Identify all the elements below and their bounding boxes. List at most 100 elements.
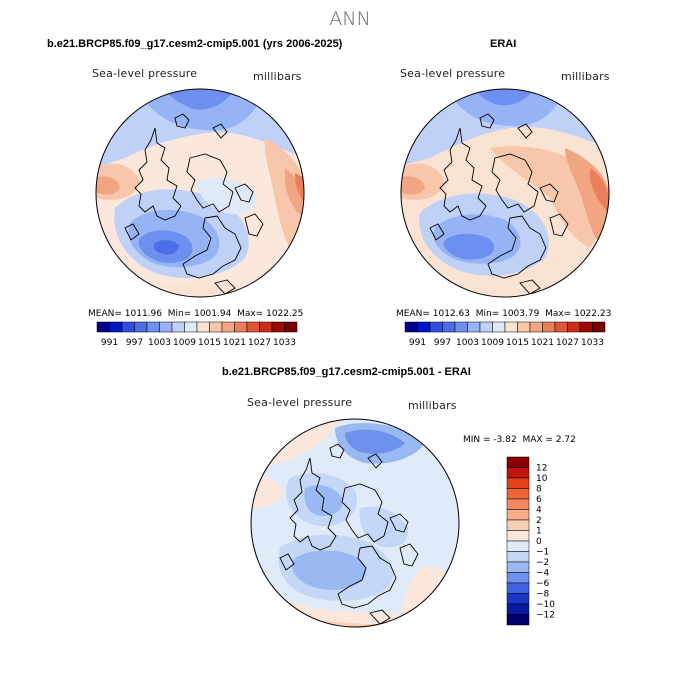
panel-1-min-label: Min= bbox=[167, 309, 192, 319]
colorbar-swatch bbox=[196, 321, 210, 333]
panel-1-title: b.e21.BRCP85.f09_g17.cesm2-cmip5.001 (yr… bbox=[47, 38, 343, 50]
colorbar-swatch bbox=[134, 321, 148, 333]
panel-1-max-label: Max= bbox=[237, 309, 264, 319]
panel-2-min-value: 1003.79 bbox=[502, 309, 540, 319]
colorbar-swatch bbox=[506, 614, 530, 626]
colorbar-swatch bbox=[506, 519, 530, 531]
colorbar-tick-label: 0 bbox=[536, 537, 542, 547]
difference-max-value: 2.72 bbox=[555, 435, 576, 445]
difference-stats: MIN = -3.82 MAX = 2.72 bbox=[463, 435, 576, 445]
colorbar-tick-label: 1027 bbox=[248, 338, 271, 348]
colorbar-swatch bbox=[492, 321, 506, 333]
colorbar-tick-label: 6 bbox=[536, 495, 542, 505]
panel-1-map bbox=[95, 88, 305, 298]
colorbar-swatch bbox=[506, 582, 530, 594]
colorbar-swatch bbox=[506, 509, 530, 521]
colorbar-tick-label: 991 bbox=[409, 338, 426, 348]
colorbar-swatch bbox=[506, 488, 530, 500]
colorbar-tick-label: 1003 bbox=[148, 338, 171, 348]
colorbar-tick-label: 1021 bbox=[223, 338, 246, 348]
difference-variable-label: Sea-level pressure bbox=[247, 396, 353, 409]
colorbar-swatch bbox=[479, 321, 493, 333]
colorbar-tick-label: 1 bbox=[536, 527, 542, 537]
panel-2-title: ERAI bbox=[490, 38, 517, 50]
colorbar-swatch bbox=[209, 321, 223, 333]
colorbar-tick-label: 1015 bbox=[198, 338, 221, 348]
colorbar-swatch bbox=[506, 456, 530, 468]
difference-title: b.e21.BRCP85.f09_g17.cesm2-cmip5.001 - E… bbox=[222, 366, 471, 378]
colorbar-swatch bbox=[579, 321, 593, 333]
colorbar-swatch bbox=[404, 321, 418, 333]
colorbar-tick-label: −1 bbox=[536, 548, 549, 558]
colorbar-swatch bbox=[246, 321, 260, 333]
panel-1-variable-label: Sea-level pressure bbox=[92, 67, 198, 80]
colorbar-tick-label: 2 bbox=[536, 516, 542, 526]
colorbar-swatch bbox=[506, 593, 530, 605]
panel-1-stats: MEAN= 1011.96 Min= 1001.94 Max= 1022.25 bbox=[88, 309, 303, 319]
colorbar-swatch bbox=[109, 321, 123, 333]
colorbar-swatch bbox=[442, 321, 456, 333]
colorbar-swatch bbox=[467, 321, 481, 333]
colorbar-swatch bbox=[504, 321, 518, 333]
colorbar-tick-label: 10 bbox=[536, 474, 548, 484]
difference-max-label: MAX = bbox=[522, 435, 553, 445]
difference-units-label: millibars bbox=[408, 399, 457, 412]
colorbar-tick-label: 8 bbox=[536, 485, 542, 495]
colorbar-tick-label: 1003 bbox=[456, 338, 479, 348]
difference-map bbox=[250, 418, 460, 628]
panel-1-mean-value: 1011.96 bbox=[124, 309, 162, 319]
colorbar-tick-label: −10 bbox=[536, 600, 555, 610]
panel-2-max-value: 1022.23 bbox=[574, 309, 612, 319]
panel-2-mean-value: 1012.63 bbox=[432, 309, 470, 319]
colorbar-swatch bbox=[96, 321, 110, 333]
colorbar-swatch bbox=[506, 530, 530, 542]
colorbar-swatch bbox=[429, 321, 443, 333]
panel-1-units-label: millibars bbox=[253, 70, 302, 83]
colorbar-swatch bbox=[159, 321, 173, 333]
colorbar-swatch bbox=[542, 321, 556, 333]
colorbar-tick-label: 1033 bbox=[581, 338, 604, 348]
colorbar-swatch bbox=[184, 321, 198, 333]
colorbar-swatch bbox=[506, 561, 530, 573]
panel-2-units-label: millibars bbox=[561, 70, 610, 83]
difference-min-label: MIN = bbox=[463, 435, 491, 445]
colorbar-swatch bbox=[592, 321, 606, 333]
colorbar-tick-label: 4 bbox=[536, 506, 542, 516]
difference-min-value: -3.82 bbox=[493, 435, 517, 445]
colorbar-tick-label: −2 bbox=[536, 558, 549, 568]
colorbar-tick-label: 1027 bbox=[556, 338, 579, 348]
colorbar-swatch bbox=[417, 321, 431, 333]
colorbar-tick-label: 1015 bbox=[506, 338, 529, 348]
colorbar-swatch bbox=[529, 321, 543, 333]
colorbar-swatch bbox=[506, 498, 530, 510]
colorbar-swatch bbox=[284, 321, 298, 333]
panel-2-variable-label: Sea-level pressure bbox=[400, 67, 506, 80]
panel-2-max-label: Max= bbox=[545, 309, 572, 319]
colorbar-swatch bbox=[234, 321, 248, 333]
panel-1-min-value: 1001.94 bbox=[194, 309, 232, 319]
colorbar-swatch bbox=[271, 321, 285, 333]
colorbar-tick-label: −6 bbox=[536, 579, 550, 589]
panel-1-max-value: 1022.25 bbox=[266, 309, 304, 319]
panel-2-min-label: Min= bbox=[475, 309, 500, 319]
colorbar-swatch bbox=[506, 603, 530, 615]
colorbar-swatch bbox=[121, 321, 135, 333]
colorbar-tick-label: 997 bbox=[126, 338, 143, 348]
colorbar-tick-label: 1021 bbox=[531, 338, 554, 348]
colorbar-swatch bbox=[454, 321, 468, 333]
colorbar-swatch bbox=[506, 551, 530, 563]
panel-2-colorbar: 991 997 1003 1009 1015 1021 1027 1033 bbox=[404, 321, 606, 348]
colorbar-swatch bbox=[506, 477, 530, 489]
colorbar-tick-label: 1033 bbox=[273, 338, 296, 348]
colorbar-tick-label: −8 bbox=[536, 590, 550, 600]
colorbar-tick-label: 991 bbox=[101, 338, 118, 348]
colorbar-swatch bbox=[259, 321, 273, 333]
panel-1-colorbar: 991 997 1003 1009 1015 1021 1027 1033 bbox=[96, 321, 298, 348]
colorbar-swatch bbox=[506, 467, 530, 479]
colorbar-tick-label: 12 bbox=[536, 464, 547, 474]
colorbar-swatch bbox=[567, 321, 581, 333]
colorbar-tick-label: 997 bbox=[434, 338, 451, 348]
page-title: ANN bbox=[329, 8, 371, 30]
colorbar-swatch bbox=[221, 321, 235, 333]
